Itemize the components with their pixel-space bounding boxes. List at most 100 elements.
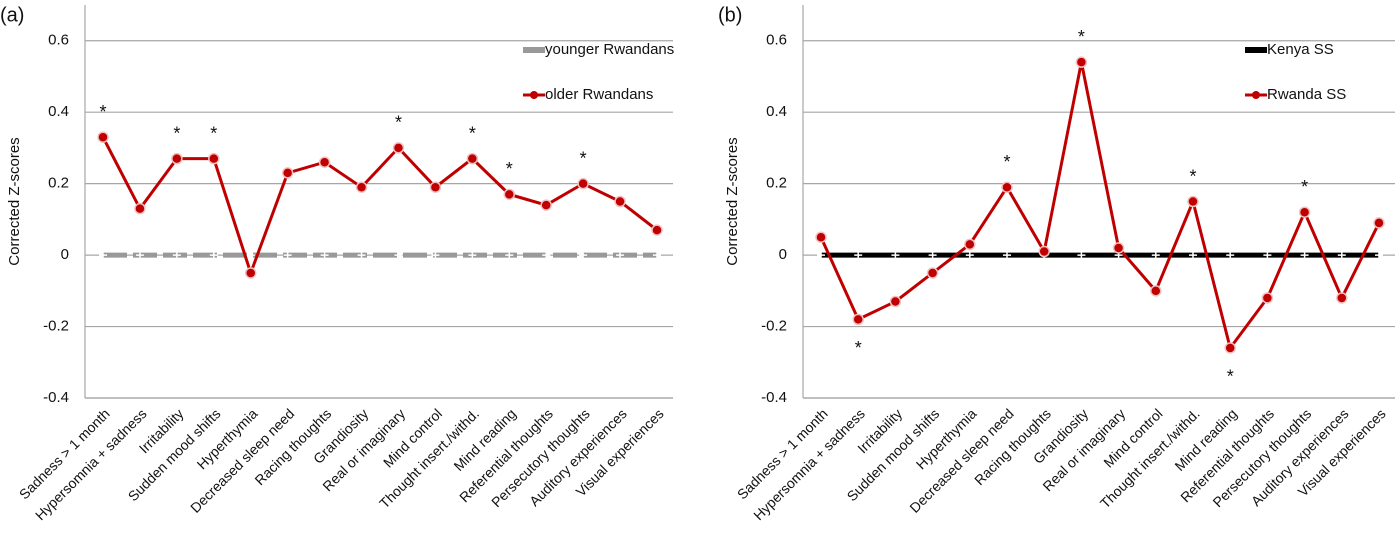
point-marker [1003, 251, 1011, 260]
y-tick-label: 0.6 [766, 32, 787, 49]
point-marker [1151, 251, 1160, 260]
point-marker [577, 177, 589, 190]
y-axis-title: Corrected Z-scores [6, 137, 23, 265]
point-marker [653, 251, 661, 260]
legend-label: Kenya SS [1267, 41, 1334, 58]
point-marker [134, 202, 146, 215]
point-marker [244, 267, 257, 279]
significance-mark: * [855, 338, 862, 358]
point-marker [1187, 195, 1199, 208]
point-marker [1300, 251, 1309, 260]
point-marker [852, 313, 864, 326]
point-marker [431, 251, 440, 260]
point-marker [1150, 285, 1162, 297]
point-marker [97, 131, 109, 143]
point-marker [357, 251, 366, 260]
point-marker [135, 251, 144, 260]
point-marker [1336, 292, 1348, 304]
point-marker [392, 142, 405, 154]
point-marker [1261, 292, 1274, 304]
panel-label: (a) [0, 4, 24, 26]
significance-mark: * [580, 148, 587, 168]
point-marker [99, 251, 107, 260]
point-marker [965, 251, 974, 260]
significance-mark: * [210, 123, 217, 143]
legend-label: Rwanda SS [1267, 86, 1346, 103]
y-tick-label: -0.4 [761, 389, 787, 406]
point-marker [616, 251, 625, 260]
legend-label: older Rwandans [545, 86, 653, 103]
significance-mark: * [99, 102, 106, 122]
y-axis-title: Corrected Z-scores [724, 137, 741, 265]
panel-label: (b) [718, 4, 742, 26]
point-marker [466, 152, 479, 165]
y-tick-label: -0.4 [43, 389, 69, 406]
point-marker [579, 251, 588, 260]
point-marker [503, 188, 516, 201]
point-marker [542, 251, 551, 260]
legend-marker [1252, 91, 1260, 99]
panel: (a)Corrected Z-scores-0.4-0.200.20.40.6S… [0, 4, 674, 523]
point-marker [505, 251, 514, 260]
point-marker [171, 152, 183, 165]
point-marker [854, 251, 863, 260]
point-marker [614, 195, 626, 208]
point-marker [1298, 206, 1311, 218]
significance-mark: * [1189, 166, 1196, 186]
series-line [101, 136, 658, 278]
point-marker [651, 224, 663, 236]
point-marker [320, 251, 329, 260]
point-marker [964, 238, 976, 251]
y-tick-label: 0.4 [48, 103, 69, 120]
significance-mark: * [506, 159, 513, 179]
y-tick-label: 0.2 [48, 175, 69, 192]
point-marker [1224, 342, 1236, 354]
point-marker [1075, 56, 1088, 68]
y-tick-label: -0.2 [43, 318, 69, 335]
point-marker [1112, 242, 1125, 254]
point-marker [1226, 251, 1235, 260]
point-marker [1001, 181, 1013, 193]
point-marker [318, 156, 331, 168]
point-marker [1375, 251, 1383, 260]
point-marker [281, 167, 294, 179]
significance-mark: * [173, 123, 180, 143]
point-marker [429, 181, 442, 193]
significance-mark: * [395, 113, 402, 133]
point-marker [355, 181, 368, 193]
point-marker [209, 251, 218, 260]
significance-mark: * [1227, 367, 1234, 387]
point-marker [889, 295, 902, 308]
y-tick-label: 0.2 [766, 175, 787, 192]
point-marker [394, 251, 403, 260]
legend-marker [530, 91, 538, 99]
point-marker [1038, 245, 1050, 258]
point-marker [208, 152, 220, 165]
y-tick-label: -0.2 [761, 318, 787, 335]
panel: (b)Corrected Z-scores-0.4-0.200.20.40.6S… [718, 4, 1395, 523]
point-marker [246, 251, 255, 260]
significance-mark: * [1003, 152, 1010, 172]
point-marker [928, 251, 937, 260]
point-marker [817, 251, 825, 260]
point-marker [815, 231, 827, 243]
point-marker [1077, 251, 1086, 260]
point-marker [283, 251, 292, 260]
y-tick-label: 0 [779, 246, 787, 263]
point-marker [1373, 217, 1385, 229]
point-marker [1337, 251, 1346, 260]
significance-mark: * [1078, 27, 1085, 47]
significance-mark: * [1301, 177, 1308, 197]
point-marker [172, 251, 181, 260]
y-tick-label: 0.6 [48, 32, 69, 49]
series-line [819, 61, 1381, 352]
y-tick-label: 0 [61, 246, 69, 263]
point-marker [891, 251, 900, 260]
point-marker [926, 267, 939, 279]
significance-mark: * [469, 123, 476, 143]
point-marker [1263, 251, 1272, 260]
y-tick-label: 0.4 [766, 103, 787, 120]
point-marker [540, 199, 552, 211]
legend-label: younger Rwandans [545, 41, 674, 58]
